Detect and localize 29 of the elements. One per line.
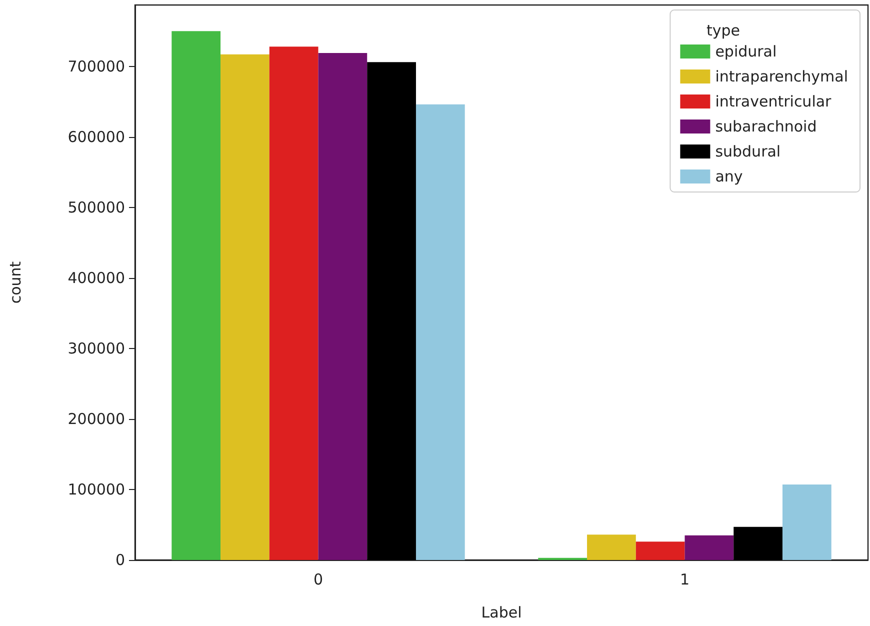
bar	[734, 526, 782, 560]
y-tick-label: 100000	[68, 480, 125, 498]
legend-label: intraparenchymal	[715, 68, 848, 86]
y-axis-title: count	[6, 261, 24, 304]
x-tick-label: 1	[680, 570, 690, 588]
legend-label: intraventricular	[715, 92, 832, 110]
bar	[587, 534, 636, 560]
legend-label: any	[715, 168, 743, 186]
x-axis-title: Label	[481, 604, 522, 622]
y-tick-label: 400000	[68, 268, 125, 287]
bar	[172, 31, 221, 560]
bar	[636, 542, 685, 560]
bar	[684, 535, 734, 560]
legend-title: type	[706, 22, 740, 40]
bar	[782, 484, 832, 560]
bar	[220, 54, 270, 560]
y-tick-label: 600000	[68, 128, 125, 146]
bar	[416, 104, 465, 560]
y-tick-label: 200000	[68, 410, 125, 428]
bar	[367, 62, 416, 560]
y-tick-label: 300000	[68, 339, 125, 358]
bar	[318, 52, 368, 560]
y-tick-label: 0	[115, 551, 125, 569]
bar	[269, 46, 318, 560]
y-tick-label: 500000	[68, 198, 125, 216]
y-tick-label: 700000	[68, 57, 125, 76]
legend-label: epidural	[715, 42, 777, 60]
legend-label: subdural	[715, 142, 781, 160]
legend-label: subarachnoid	[715, 118, 817, 136]
